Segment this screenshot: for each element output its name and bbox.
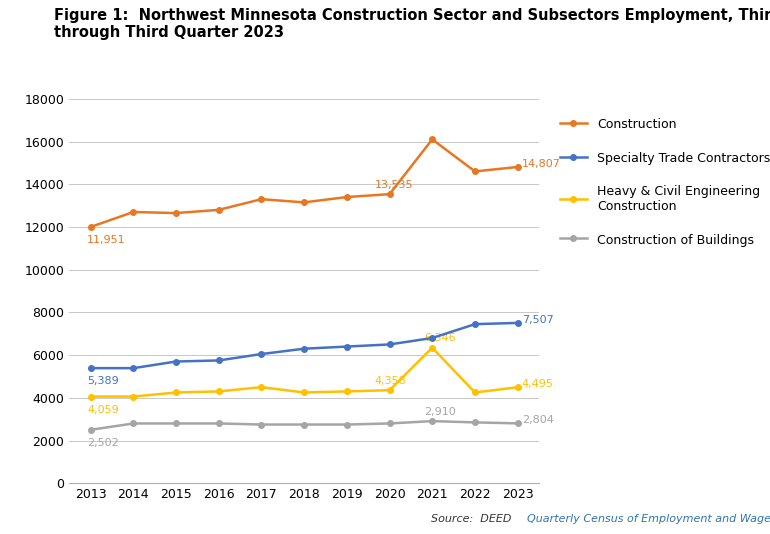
Text: 4,059: 4,059	[87, 405, 119, 414]
Text: 4,495: 4,495	[522, 379, 554, 389]
Text: 2,502: 2,502	[87, 438, 119, 448]
Text: 2,804: 2,804	[522, 415, 554, 426]
Text: 11,951: 11,951	[87, 235, 126, 245]
Text: Quarterly Census of Employment and Wages: Quarterly Census of Employment and Wages	[527, 514, 770, 524]
Text: 4,358: 4,358	[375, 376, 407, 386]
Text: 2,910: 2,910	[424, 407, 457, 417]
Text: Source:  DEED: Source: DEED	[431, 514, 515, 524]
Text: 7,507: 7,507	[522, 315, 554, 325]
Text: Figure 1:  Northwest Minnesota Construction Sector and Subsectors Employment, Th: Figure 1: Northwest Minnesota Constructi…	[54, 8, 770, 41]
Text: 13,535: 13,535	[375, 180, 413, 190]
Text: 5,389: 5,389	[87, 376, 119, 386]
Legend: Construction, Specialty Trade Contractors, Heavy & Civil Engineering
Constructio: Construction, Specialty Trade Contractor…	[554, 113, 770, 252]
Text: 14,807: 14,807	[522, 159, 561, 169]
Text: 6,346: 6,346	[424, 333, 456, 343]
